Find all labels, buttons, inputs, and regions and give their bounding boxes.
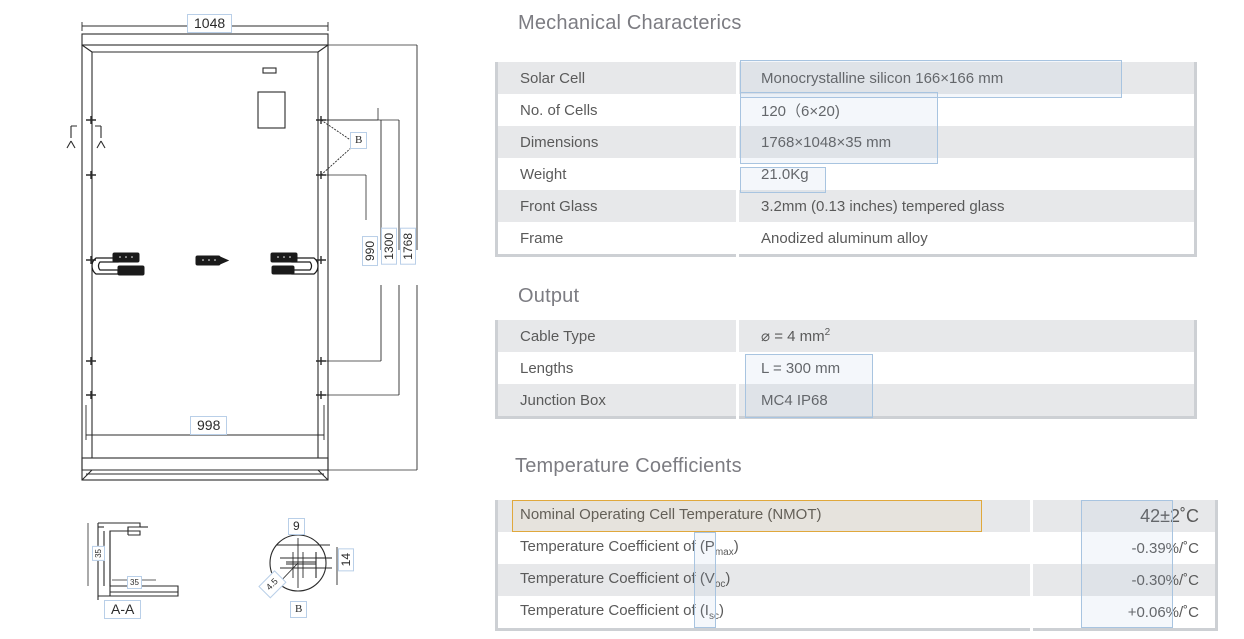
- row-value-superscript: 2: [824, 327, 831, 338]
- row-value: +0.06%/˚C: [1111, 596, 1217, 630]
- table-row: Solar Cell Monocrystalline silicon 166×1…: [496, 62, 1196, 94]
- dim-label-width-top: 1048: [187, 14, 233, 33]
- row-label: Frame: [496, 222, 739, 256]
- detail-label-b: B: [290, 601, 308, 618]
- dim-label-aa-height: 35: [92, 546, 105, 561]
- row-value: L = 300 mm: [737, 352, 1196, 384]
- table-row: Temperature Coefficient of (Pmax) -0.39%…: [496, 532, 1217, 564]
- row-value: ⌀ = 4 mm2: [737, 320, 1196, 352]
- row-label: Nominal Operating Cell Temperature (NMOT…: [496, 500, 1032, 532]
- row-value: MC4 IP68: [737, 384, 1196, 418]
- row-label: Front Glass: [496, 190, 739, 222]
- row-label: Cable Type: [496, 320, 739, 352]
- table-row: No. of Cells 120（6×20): [496, 94, 1196, 126]
- output-section-title: Output: [518, 285, 580, 307]
- row-label: Dimensions: [496, 126, 739, 158]
- row-label-subscript: oc: [714, 579, 726, 590]
- row-spacer: [1030, 532, 1111, 564]
- detail-label-aa: A-A: [104, 600, 142, 619]
- row-label: Solar Cell: [496, 62, 739, 94]
- output-table: Cable Type ⌀ = 4 mm2 Lengths L = 300 mm …: [495, 320, 1197, 419]
- row-label-text: Nominal Operating Cell Temperature (NMOT…: [520, 506, 822, 523]
- table-row: Temperature Coefficient of (Voc) -0.30%/…: [496, 564, 1217, 596]
- row-value: -0.39%/˚C: [1111, 532, 1217, 564]
- row-label-text: Temperature Coefficient of (I: [520, 602, 709, 619]
- table-row: Front Glass 3.2mm (0.13 inches) tempered…: [496, 190, 1196, 222]
- table-row: Weight 21.0Kg: [496, 158, 1196, 190]
- dim-label-1300: 1300: [381, 228, 397, 265]
- specifications-panel: Mechanical Characterics Solar Cell Monoc…: [495, 0, 1244, 639]
- row-spacer: [1030, 500, 1111, 532]
- cable-connectors: [91, 252, 319, 276]
- row-value: 42±2˚C: [1111, 500, 1217, 532]
- table-row: Junction Box MC4 IP68: [496, 384, 1196, 418]
- temperature-table: Nominal Operating Cell Temperature (NMOT…: [495, 500, 1218, 631]
- row-label-suffix: ): [725, 570, 731, 587]
- row-label: Temperature Coefficient of (Voc): [496, 564, 1032, 596]
- row-label: Junction Box: [496, 384, 739, 418]
- mechanical-drawing: 1048 998 990 1300 1768 B 35 35 A-A 9 14 …: [0, 0, 495, 639]
- table-row: Lengths L = 300 mm: [496, 352, 1196, 384]
- table-row: Nominal Operating Cell Temperature (NMOT…: [496, 500, 1217, 532]
- row-value-text: ⌀ = 4 mm: [761, 328, 825, 345]
- row-spacer: [1030, 596, 1111, 630]
- dim-label-b-14: 14: [338, 548, 354, 572]
- row-label: Temperature Coefficient of (Isc): [496, 596, 1032, 630]
- detail-section-aa: [87, 522, 179, 600]
- dim-label-width-bottom: 998: [190, 416, 228, 435]
- temperature-section-title: Temperature Coefficients: [515, 455, 742, 477]
- row-label-suffix: ): [718, 602, 724, 619]
- row-value: Anodized aluminum alloy: [737, 222, 1196, 256]
- row-value: 1768×1048×35 mm: [737, 126, 1196, 158]
- row-label-suffix: ): [733, 538, 739, 555]
- dim-label-1768: 1768: [400, 228, 416, 265]
- row-value: 21.0Kg: [737, 158, 1196, 190]
- row-value: 3.2mm (0.13 inches) tempered glass: [737, 190, 1196, 222]
- row-label-text: Temperature Coefficient of (P: [520, 538, 715, 555]
- row-label: Lengths: [496, 352, 739, 384]
- table-row: Frame Anodized aluminum alloy: [496, 222, 1196, 256]
- mechanical-section-title: Mechanical Characterics: [518, 12, 742, 34]
- table-row: Dimensions 1768×1048×35 mm: [496, 126, 1196, 158]
- row-label: Temperature Coefficient of (Pmax): [496, 532, 1032, 564]
- mechanical-table: Solar Cell Monocrystalline silicon 166×1…: [495, 62, 1197, 257]
- row-label: Weight: [496, 158, 739, 190]
- callout-b-main: B: [350, 132, 368, 149]
- row-spacer: [1030, 564, 1111, 596]
- row-label-text: Temperature Coefficient of (V: [520, 570, 715, 587]
- dim-label-990: 990: [362, 236, 378, 267]
- row-label-subscript: max: [714, 547, 734, 558]
- dim-label-b-9: 9: [288, 518, 305, 535]
- row-value: Monocrystalline silicon 166×166 mm: [737, 62, 1196, 94]
- dim-label-aa-width: 35: [127, 576, 142, 589]
- row-label: No. of Cells: [496, 94, 739, 126]
- drawing-canvas: [66, 22, 418, 600]
- row-label-subscript: sc: [708, 611, 719, 622]
- table-row: Cable Type ⌀ = 4 mm2: [496, 320, 1196, 352]
- row-value: 120（6×20): [737, 94, 1196, 126]
- table-row: Temperature Coefficient of (Isc) +0.06%/…: [496, 596, 1217, 630]
- row-value: -0.30%/˚C: [1111, 564, 1217, 596]
